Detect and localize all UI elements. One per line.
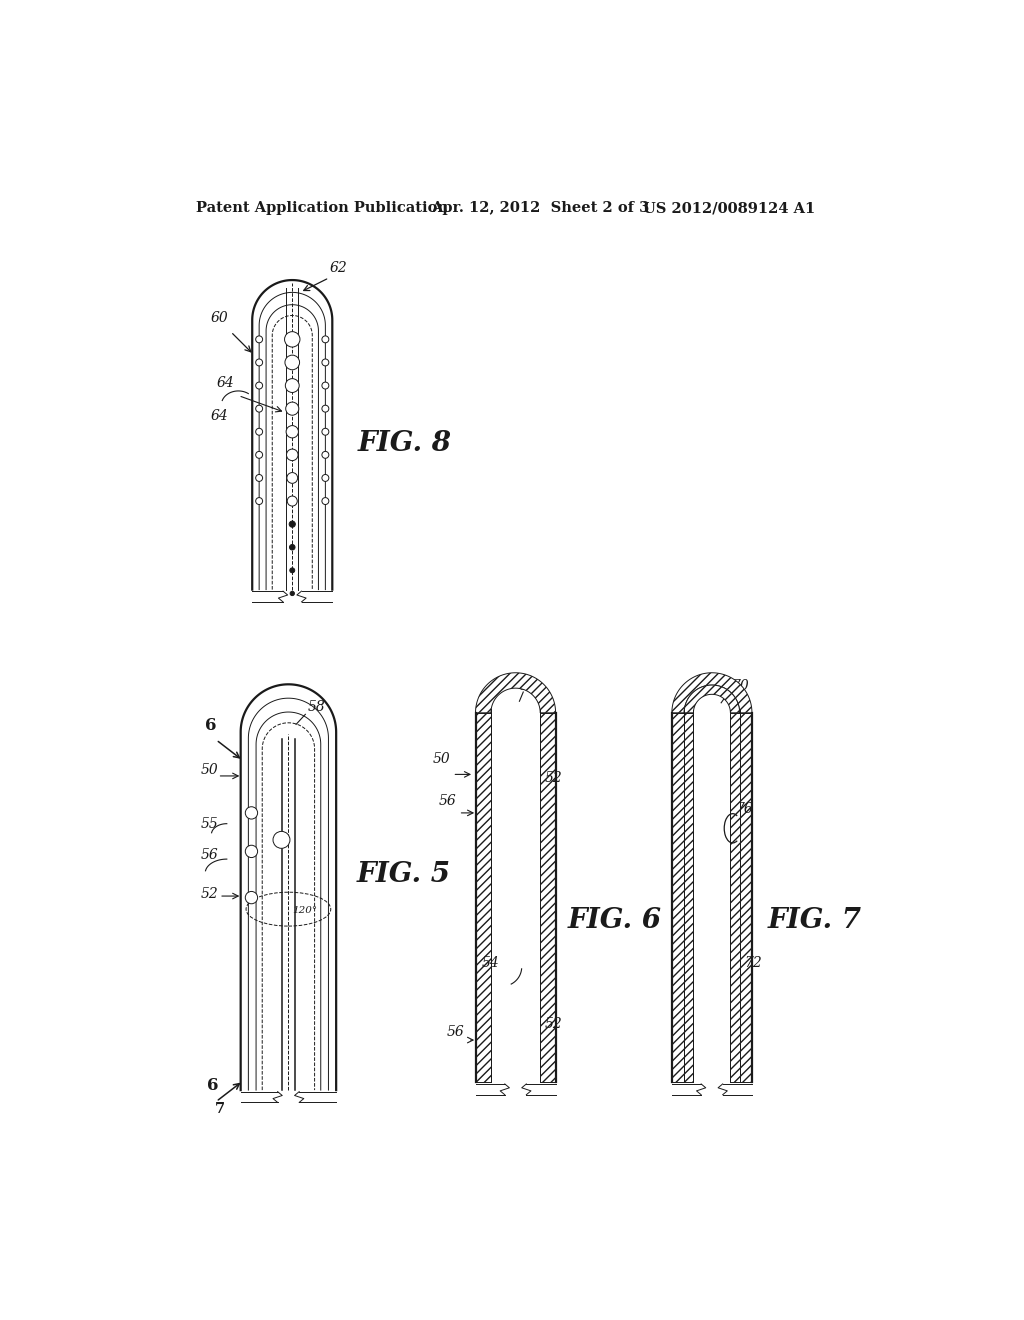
Bar [684,713,693,1082]
Text: 64: 64 [211,409,228,424]
Circle shape [322,405,329,412]
Circle shape [287,473,298,483]
Bar [541,713,556,1082]
Bar [739,713,752,1082]
Text: 62: 62 [330,261,347,276]
Text: 56: 56 [201,849,218,862]
Circle shape [289,521,295,527]
Bar [693,713,730,1082]
Text: 52: 52 [545,1018,562,1031]
Text: Apr. 12, 2012  Sheet 2 of 3: Apr. 12, 2012 Sheet 2 of 3 [431,202,649,215]
Text: 58: 58 [307,700,326,714]
Circle shape [256,474,262,482]
Circle shape [256,381,262,389]
Circle shape [256,451,262,458]
Polygon shape [252,280,333,590]
Text: Patent Application Publication: Patent Application Publication [196,202,449,215]
Circle shape [273,832,290,849]
Text: 60: 60 [211,310,228,325]
Text: 7: 7 [214,1102,224,1117]
Circle shape [256,498,262,504]
Circle shape [286,425,298,438]
Text: 55: 55 [201,817,218,832]
Circle shape [322,359,329,366]
Circle shape [246,891,258,904]
Bar [475,713,490,1082]
Text: 52: 52 [545,771,562,785]
Text: 6: 6 [207,1077,218,1094]
Circle shape [322,451,329,458]
Circle shape [322,474,329,482]
Circle shape [322,335,329,343]
Text: 50: 50 [433,752,451,766]
Text: 56: 56 [446,1026,464,1039]
Circle shape [256,359,262,366]
Circle shape [286,403,299,416]
Circle shape [322,381,329,389]
Circle shape [285,355,300,370]
Circle shape [246,807,258,818]
Text: US 2012/0089124 A1: US 2012/0089124 A1 [643,202,815,215]
Circle shape [246,845,258,858]
Text: 58: 58 [520,678,538,693]
Text: FIG. 7: FIG. 7 [767,907,861,935]
Circle shape [256,335,262,343]
Circle shape [290,544,295,550]
Text: 64: 64 [216,376,234,391]
Text: FIG. 5: FIG. 5 [356,861,451,888]
Text: 6: 6 [205,717,217,734]
Circle shape [285,331,300,347]
Text: 54: 54 [481,956,500,970]
Text: 120°: 120° [292,906,317,915]
Text: FIG. 8: FIG. 8 [357,430,452,457]
Text: 56: 56 [438,795,457,808]
Polygon shape [475,673,556,713]
Bar [490,713,541,1082]
Circle shape [290,591,295,595]
Circle shape [286,379,299,392]
Circle shape [256,405,262,412]
Bar [672,713,684,1082]
Circle shape [287,449,298,461]
Circle shape [256,428,262,436]
Polygon shape [684,685,739,713]
Polygon shape [241,684,336,1090]
Text: 70: 70 [731,678,749,693]
Polygon shape [672,673,752,713]
Bar [730,713,739,1082]
Text: FIG. 6: FIG. 6 [568,907,662,935]
Circle shape [288,496,297,506]
Text: 50: 50 [201,763,218,777]
Bar [684,713,739,1082]
Circle shape [322,498,329,504]
Circle shape [322,428,329,436]
Circle shape [290,568,295,573]
Text: 76: 76 [735,803,753,816]
Text: 72: 72 [744,956,762,970]
Text: 52: 52 [201,887,218,900]
